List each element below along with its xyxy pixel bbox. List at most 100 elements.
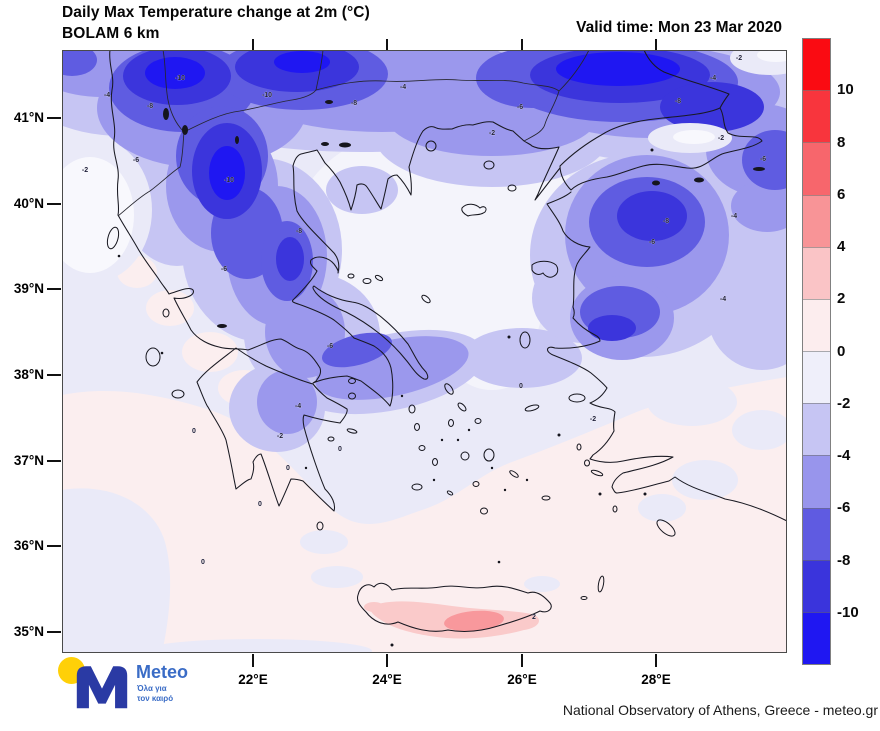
contour-label: -10 (175, 75, 185, 82)
contour-label: 0 (338, 446, 342, 453)
contour-label: -4 (720, 296, 726, 303)
field-pale-pockets (62, 50, 787, 282)
contour-label: -8 (675, 98, 681, 105)
colorbar-segment (803, 351, 830, 404)
colorbar-label: 8 (837, 134, 846, 151)
colorbar-label: 10 (837, 81, 854, 98)
colorbar-segment (803, 298, 830, 352)
lat-tick (47, 460, 61, 462)
lat-tick (47, 203, 61, 205)
colorbar-label: 4 (837, 238, 846, 255)
lat-tick (47, 631, 61, 633)
colorbar-segment (803, 455, 830, 508)
lakes (163, 100, 765, 328)
lon-tick (521, 654, 523, 667)
islands (106, 140, 676, 647)
lat-label: 39°N (13, 281, 44, 296)
contour-label: -4 (710, 75, 716, 82)
lon-label: 24°E (372, 672, 402, 687)
lat-tick (47, 545, 61, 547)
islet-dots (117, 148, 654, 647)
valid-time-label: Valid time: Mon 23 Mar 2020 (576, 19, 782, 36)
colorbar-segment (803, 194, 830, 247)
colorbar (802, 38, 831, 665)
field-crete-warm-spot (364, 601, 539, 639)
colorbar-label: 0 (837, 343, 846, 360)
colorbar-label: -10 (837, 604, 859, 621)
field-blue-minus10 (145, 51, 680, 200)
contour-label: 0 (286, 465, 290, 472)
temperature-field (62, 50, 787, 653)
logo-m-icon (76, 666, 128, 709)
contour-label: -8 (663, 218, 669, 225)
lat-label: 41°N (13, 110, 44, 125)
colorbar-label: -2 (837, 395, 851, 412)
contour-label: -2 (489, 130, 495, 137)
lon-tick-top (655, 39, 657, 50)
lon-label: 22°E (238, 672, 268, 687)
contour-label: -2 (590, 416, 596, 423)
contour-label: -4 (295, 403, 301, 410)
contour-label: -4 (104, 92, 110, 99)
country-borders (117, 50, 590, 217)
lat-tick (47, 117, 61, 119)
lat-tick (47, 288, 61, 290)
lon-tick-top (252, 39, 254, 50)
lon-tick (386, 654, 388, 667)
contour-label: -8 (147, 103, 153, 110)
credit-text: National Observatory of Athens, Greece -… (562, 702, 878, 718)
map-canvas: -4 -10 -8 -2 -6 -10 -8 -6 -10 -8 -4 -6 -… (62, 50, 787, 653)
colorbar-segment (803, 90, 830, 143)
colorbar-segment (803, 39, 830, 91)
lat-label: 38°N (13, 367, 44, 382)
contour-label: -2 (82, 167, 88, 174)
logo-tagline-line2: τον καιρό (137, 694, 174, 703)
contour-labels: -4 -10 -8 -2 -6 -10 -8 -6 -10 -8 -4 -6 -… (82, 55, 767, 621)
page-title-line1: Daily Max Temperature change at 2m (°C) (62, 4, 370, 21)
contour-label: -10 (224, 177, 234, 184)
contour-label: 0 (192, 428, 196, 435)
colorbar-label: 2 (837, 290, 846, 307)
lon-label: 26°E (507, 672, 537, 687)
colorbar-segment (803, 507, 830, 560)
logo-brand-text: Meteo (136, 662, 189, 682)
colorbar-segment (803, 246, 830, 299)
colorbar-segment (803, 559, 830, 612)
lat-label: 35°N (13, 624, 44, 639)
contour-label: -10 (262, 92, 272, 99)
logo-tagline-line1: Όλα για (137, 684, 167, 693)
lat-label: 40°N (13, 196, 44, 211)
contour-label: -6 (327, 343, 333, 350)
contour-label: -2 (718, 135, 724, 142)
contour-label: 0 (201, 559, 205, 566)
map-frame (62, 50, 787, 653)
colorbar-label: -4 (837, 447, 851, 464)
contour-label: -4 (731, 213, 737, 220)
lat-label: 37°N (13, 453, 44, 468)
contour-label: 0 (519, 383, 523, 390)
page-title-line2: BOLAM 6 km (62, 25, 160, 42)
contour-label: -6 (649, 239, 655, 246)
field-lavender-patches (62, 378, 787, 653)
coastlines (109, 50, 787, 632)
contour-label: -4 (400, 84, 406, 91)
lat-tick (47, 374, 61, 376)
colorbar-segment (803, 142, 830, 195)
contour-label: -6 (517, 104, 523, 111)
contour-label: -6 (221, 266, 227, 273)
lon-tick (655, 654, 657, 667)
contour-label: 2 (532, 614, 536, 621)
contour-label: -6 (760, 156, 766, 163)
contour-label: -8 (351, 100, 357, 107)
contour-label: -8 (296, 228, 302, 235)
lon-tick-top (521, 39, 523, 50)
contour-label: -2 (277, 433, 283, 440)
lon-tick-top (386, 39, 388, 50)
colorbar-segment (803, 403, 830, 456)
contour-label: -2 (736, 55, 742, 62)
colorbar-label: -8 (837, 552, 851, 569)
contour-label: 0 (258, 501, 262, 508)
colorbar-label: 6 (837, 186, 846, 203)
lat-label: 36°N (13, 538, 44, 553)
